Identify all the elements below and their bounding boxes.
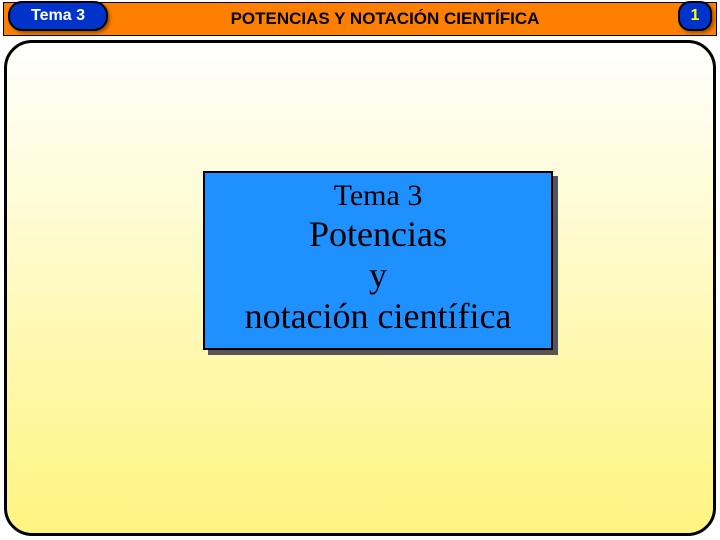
page-number-text: 1 [691,7,700,25]
header-bar: POTENCIAS Y NOTACIÓN CIENTÍFICA [3,2,717,36]
header-title: POTENCIAS Y NOTACIÓN CIENTÍFICA [4,9,716,29]
title-box-subtitle: Tema 3 [213,179,543,214]
title-box: Tema 3 Potencias y notación científica [203,171,553,350]
tema-badge: Tema 3 [8,1,108,31]
title-line-3: notación científica [213,296,543,337]
slide: POTENCIAS Y NOTACIÓN CIENTÍFICA Tema 3 1… [0,0,720,540]
content-frame: Tema 3 Potencias y notación científica [4,40,716,536]
tema-badge-label: Tema 3 [31,7,85,25]
title-line-2: y [213,255,543,296]
title-line-1: Potencias [213,214,543,255]
page-number-badge: 1 [678,1,712,31]
